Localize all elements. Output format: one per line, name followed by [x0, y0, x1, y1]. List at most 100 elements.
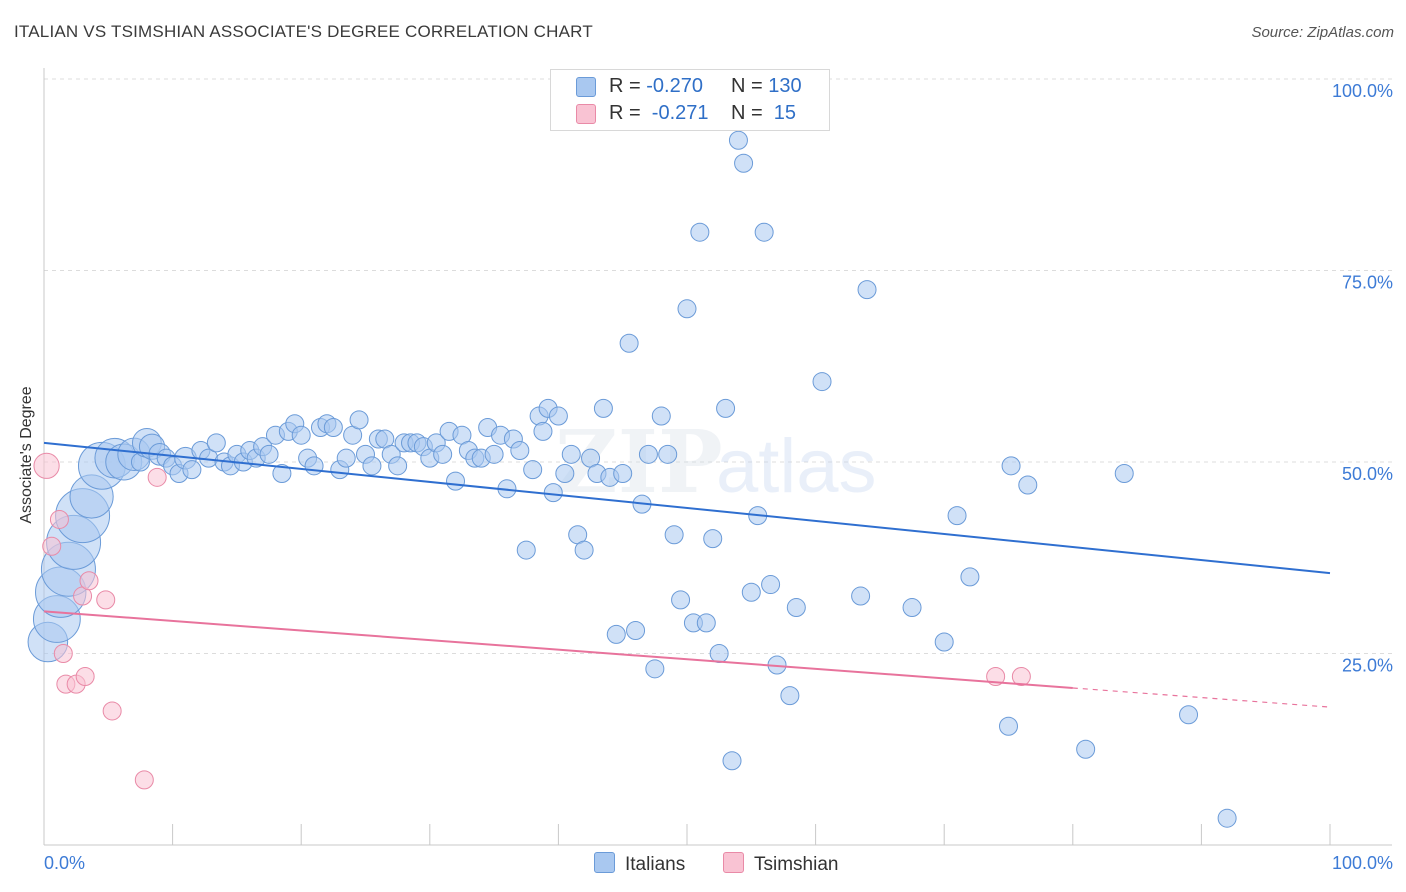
italians-point — [1076, 739, 1096, 759]
italians-point — [851, 586, 871, 606]
italians-point — [690, 222, 710, 242]
watermark-atlas: atlas — [716, 424, 877, 509]
legend-n-label: N = — [731, 75, 769, 97]
legend-swatch-tsimshian — [723, 852, 744, 873]
tsimshian-point — [42, 536, 62, 556]
italians-point — [645, 659, 665, 679]
legend-r-label: R = — [609, 102, 647, 124]
legend-label-italians: Italians — [625, 854, 686, 875]
legend-n-value: 15 — [768, 102, 797, 124]
italians-point — [510, 441, 530, 461]
italians-point — [734, 153, 754, 173]
chart-title: ITALIAN VS TSIMSHIAN ASSOCIATE'S DEGREE … — [14, 22, 593, 41]
italians-trend-line — [43, 441, 1331, 575]
tsimshian-point — [33, 452, 60, 479]
italians-point — [857, 280, 877, 300]
italians-point — [999, 716, 1018, 736]
italians-point — [561, 444, 581, 464]
italians-point — [336, 448, 356, 468]
italians-point — [533, 421, 553, 441]
italians-point — [761, 575, 781, 595]
italians-point — [812, 372, 832, 392]
y-tick-label: 100.0% — [1332, 81, 1393, 101]
legend-label-tsimshian: Tsimshian — [754, 854, 839, 875]
stats-legend: R = -0.270 N = 130 R = -0.271 N = 15 — [550, 69, 830, 131]
y-tick-label: 50.0% — [1342, 464, 1393, 484]
y-tick-label: 25.0% — [1342, 656, 1393, 676]
tick-labels: 25.0% 50.0% 75.0% 100.0% 0.0% 100.0% — [44, 81, 1393, 873]
italians-point — [786, 598, 806, 618]
italians-point — [1179, 705, 1199, 725]
tsimshian-point — [1011, 666, 1031, 686]
italians-point — [728, 130, 748, 150]
legend-n-value: 130 — [768, 75, 802, 97]
italians-point — [206, 433, 226, 453]
italians-point — [722, 751, 742, 771]
x-tick-label: 0.0% — [44, 853, 85, 873]
italians-point — [182, 460, 202, 480]
watermark: ZIP atlas — [555, 412, 877, 513]
tsimshian-point — [75, 666, 95, 686]
legend-swatch-italians — [576, 77, 596, 97]
italians-point — [934, 632, 954, 652]
tsimshian-point — [79, 571, 99, 591]
italians-point — [741, 582, 761, 602]
tsimshian-point — [49, 509, 69, 529]
italians-point — [1114, 463, 1134, 483]
italians-point — [780, 686, 800, 706]
italians-point — [754, 222, 774, 242]
italians-point — [703, 529, 723, 549]
legend-r-value: -0.271 — [646, 102, 709, 124]
x-tick-label: 100.0% — [1332, 853, 1393, 873]
source-label: Source: ZipAtlas.com — [1251, 24, 1394, 41]
italians-point — [272, 463, 292, 483]
italians-point — [619, 333, 639, 353]
legend-swatch-italians — [594, 852, 615, 873]
italians-point — [947, 506, 967, 526]
italians-point — [555, 463, 575, 483]
italians-point — [388, 456, 408, 476]
tsimshian-points — [33, 452, 1031, 790]
italians-point — [548, 406, 568, 426]
legend-item-tsimshian[interactable]: Tsimshian — [723, 852, 838, 876]
tsimshian-point — [102, 701, 122, 721]
italians-point — [709, 644, 729, 663]
italians-point — [638, 444, 658, 464]
italians-point — [1217, 808, 1237, 828]
legend-r-value: -0.270 — [646, 75, 703, 97]
italians-point — [291, 425, 311, 445]
italians-point — [606, 624, 626, 644]
italians-point — [960, 567, 980, 587]
y-tick-label: 75.0% — [1342, 273, 1393, 293]
italians-point — [664, 525, 684, 545]
tsimshian-point — [53, 644, 73, 663]
italians-point — [677, 299, 697, 319]
italians-point — [1001, 456, 1021, 476]
italians-point — [902, 598, 922, 618]
italians-point — [484, 444, 504, 464]
italians-point — [446, 471, 466, 491]
tsimshian-point — [147, 467, 167, 487]
italians-point — [304, 456, 324, 476]
tsimshian-trend-line — [43, 610, 1073, 689]
italians-point — [516, 540, 536, 560]
italians-point — [626, 621, 646, 641]
tsimshian-point — [134, 770, 154, 790]
italians-point — [593, 398, 613, 418]
trend-lines — [43, 441, 1331, 708]
italians-points — [27, 130, 1237, 828]
italians-point — [543, 483, 563, 503]
italians-point — [574, 540, 594, 560]
italians-point — [696, 613, 716, 633]
italians-point — [523, 460, 543, 480]
italians-point — [433, 444, 453, 464]
legend-item-italians[interactable]: Italians — [594, 852, 685, 876]
legend-r-label: R = — [609, 75, 647, 97]
italians-point — [259, 444, 279, 464]
italians-point — [1018, 475, 1038, 495]
legend-n-label: N = — [731, 102, 769, 124]
gridlines — [44, 78, 1392, 654]
italians-point — [716, 398, 736, 418]
italians-point — [362, 456, 382, 476]
